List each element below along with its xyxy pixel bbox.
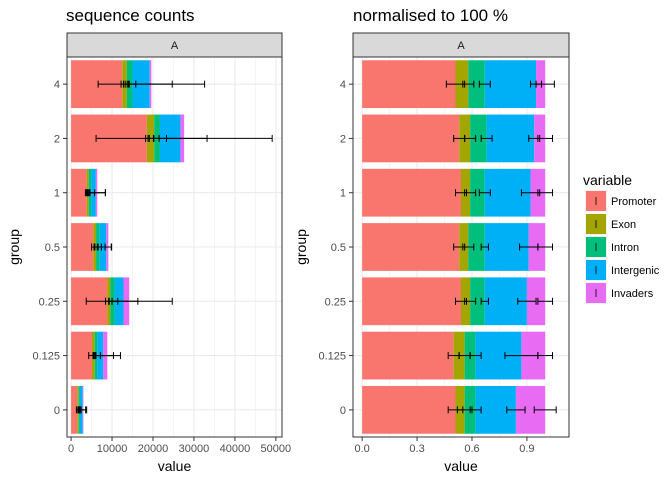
- left-x-axis-title: value: [158, 458, 192, 474]
- right-bar-intergenic-2: [486, 114, 535, 163]
- legend-label-intron: Intron: [611, 242, 639, 254]
- left-error-bars: [75, 80, 273, 414]
- right-x-axis-title: value: [444, 458, 478, 474]
- left-y-tick-label: 0: [54, 405, 60, 417]
- left-y-tick-label: 1: [54, 188, 60, 200]
- left-x-tick-label: 40000: [220, 443, 251, 455]
- left-facet-strip: [66, 32, 283, 58]
- right-bar-promoter-0_5: [362, 223, 460, 271]
- right-chart-title: normalised to 100 %: [353, 6, 508, 25]
- right-x-tick-label: 0.0: [355, 443, 370, 455]
- legend-label-exon: Exon: [611, 219, 636, 231]
- right-facet-label: A: [457, 40, 465, 52]
- right-x-tick-label: 0.6: [464, 443, 479, 455]
- legend: variable Promoter Exon Intron Intergenic Inv…: [583, 172, 660, 304]
- right-y-tick-label: 0.5: [331, 242, 346, 254]
- left-panel: A 0 10000 20000 30000 40000 50000 0 0.125 0.25 0.5…: [6, 32, 292, 474]
- left-y-tick-label: 0.25: [39, 296, 60, 308]
- right-y-tick-label: 1: [340, 188, 346, 200]
- right-bar-promoter-0: [362, 385, 456, 434]
- left-x-tick-label: 30000: [179, 443, 210, 455]
- right-error-bars: [445, 80, 557, 414]
- left-x-tick-label: 50000: [261, 443, 292, 455]
- right-y-tick-label: 2: [340, 133, 346, 145]
- right-bar-intron-2: [470, 114, 487, 163]
- left-bar-promoter-1: [71, 168, 87, 217]
- left-y-tick-label: 2: [54, 133, 60, 145]
- left-bar-promoter-0_5: [71, 223, 94, 271]
- right-bar-intron-0_25: [470, 277, 485, 326]
- left-y-tick-label: 0.125: [32, 351, 60, 363]
- left-facet-label: A: [171, 40, 179, 52]
- legend-label-promoter: Promoter: [611, 196, 657, 208]
- legend-label-invaders: Invaders: [611, 288, 654, 300]
- left-x-tick-label: 10000: [97, 443, 128, 455]
- right-y-tick-label: 0: [340, 405, 346, 417]
- right-panel: A 0.0 0.3 0.6 0.9 0 0.125 0.25 0.5 1 2 4 value group: [293, 32, 570, 474]
- right-bar-promoter-1: [362, 168, 461, 217]
- left-y-tick-label: 0.5: [45, 242, 60, 254]
- right-x-tick-label: 0.3: [409, 443, 424, 455]
- left-bar-promoter-0: [71, 385, 78, 434]
- left-chart-title: sequence counts: [66, 6, 195, 25]
- right-y-axis-title: group: [293, 229, 309, 265]
- right-facet-strip: [352, 32, 570, 58]
- left-bar-promoter-0_125: [71, 331, 92, 380]
- right-y-tick-label: 0.25: [325, 296, 346, 308]
- right-bar-intron-0_5: [468, 223, 485, 271]
- left-x-tick-label: 0: [68, 443, 74, 455]
- right-bar-intron-1: [470, 168, 485, 217]
- right-bar-intergenic-4: [484, 60, 537, 109]
- right-x-tick-label: 0.9: [519, 443, 534, 455]
- legend-title: variable: [583, 172, 632, 188]
- left-y-axis-title: group: [6, 229, 22, 265]
- left-x-tick-label: 20000: [138, 443, 169, 455]
- right-y-tick-label: 0.125: [318, 351, 346, 363]
- right-bar-promoter-0_125: [362, 331, 454, 380]
- right-y-tick-label: 4: [340, 79, 346, 91]
- right-bar-promoter-2: [362, 114, 460, 163]
- right-bar-promoter-4: [362, 60, 456, 109]
- right-bar-intron-4: [468, 60, 485, 109]
- right-bar-promoter-0_25: [362, 277, 461, 326]
- left-y-tick-label: 4: [54, 79, 60, 91]
- legend-label-intergenic: Intergenic: [611, 265, 660, 277]
- chart-panels: A 0 10000 20000 30000 40000 50000 0 0.125 0.25 0.5…: [6, 32, 570, 474]
